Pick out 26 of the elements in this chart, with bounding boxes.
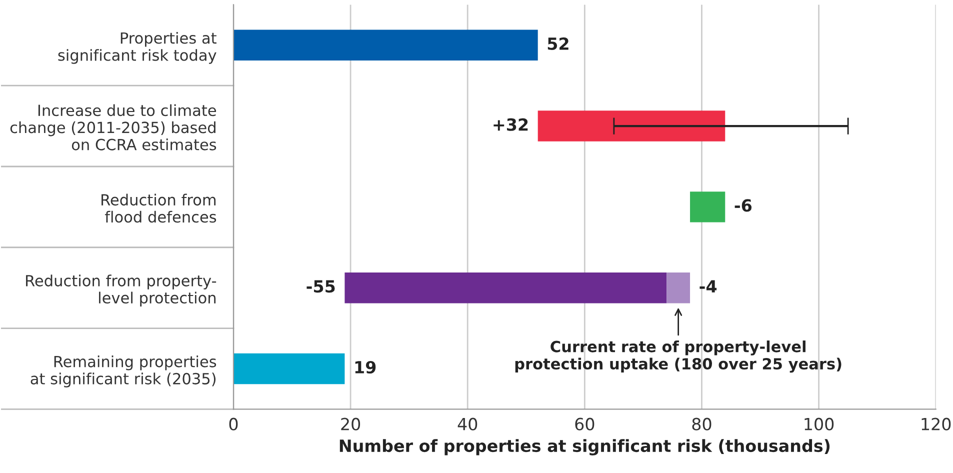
x-tick-label: 100 xyxy=(804,418,834,430)
annotation: Current rate of property-level protection uptake (180 over 25 years) xyxy=(515,340,842,373)
y-tick-label: Reduction from flood defences xyxy=(102,194,216,223)
x-tick-label: 60 xyxy=(575,418,594,430)
bar xyxy=(666,272,690,304)
x-tick-label: 80 xyxy=(692,418,712,430)
data-label: -4 xyxy=(700,280,717,292)
x-tick-label: 0 xyxy=(229,418,238,430)
x-tick-label: 20 xyxy=(341,418,360,430)
y-tick-label: Properties at significant risk today xyxy=(58,32,216,64)
bar xyxy=(233,30,538,61)
bar xyxy=(344,272,667,304)
x-tick-label: 120 xyxy=(922,418,951,430)
y-tick-label: Reduction from property- level protection xyxy=(26,274,216,307)
data-label: +32 xyxy=(494,118,528,131)
data-label: 19 xyxy=(355,360,376,374)
x-tick-label: 40 xyxy=(458,418,478,430)
x-axis-title: Number of properties at significant risk (thousands) xyxy=(340,439,830,456)
data-label: -55 xyxy=(306,280,335,293)
bar xyxy=(233,353,345,384)
y-tick-label: Increase due to climate change (2011-2035) based on CCRA estimates xyxy=(10,104,216,150)
bar xyxy=(690,192,726,222)
bar xyxy=(538,110,726,142)
y-tick-label: Remaining properties at significant risk (2035) xyxy=(30,356,216,388)
data-label: 52 xyxy=(548,37,568,50)
data-label: -6 xyxy=(734,199,752,212)
